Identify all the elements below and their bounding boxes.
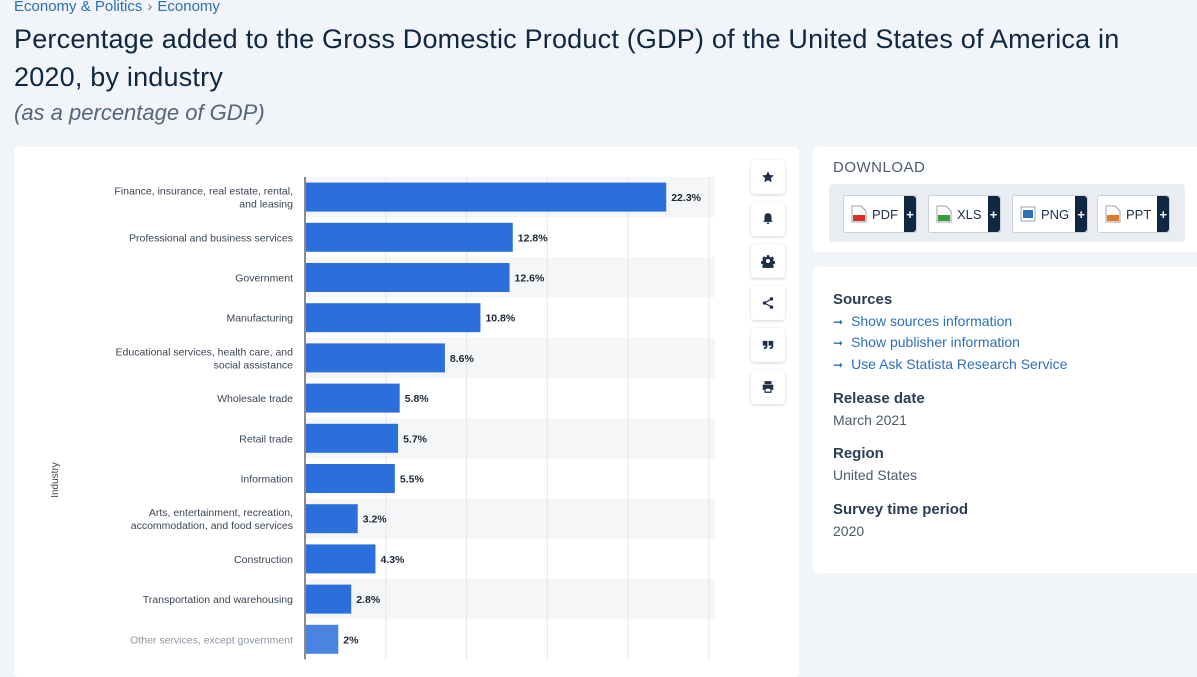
category-label: Finance, insurance, real estate, rental,	[114, 186, 293, 198]
download-ppt-button[interactable]: PPT +	[1097, 195, 1171, 233]
chart-toolbar	[751, 160, 785, 412]
show-publisher-link-label: Show publisher information	[851, 334, 1020, 350]
bar	[306, 423, 399, 453]
xls-file-icon	[936, 205, 952, 223]
bar	[306, 624, 339, 654]
category-label: Other services, except government	[130, 634, 293, 646]
bar-value-label: 2.8%	[356, 594, 381, 606]
bar	[306, 544, 376, 574]
breadcrumb-item-economy[interactable]: Economy	[157, 0, 220, 15]
category-label: Retail trade	[239, 433, 293, 445]
bar-value-label: 12.6%	[515, 273, 545, 285]
plus-icon: +	[904, 196, 916, 232]
bar-value-label: 4.3%	[380, 554, 405, 566]
ppt-file-icon	[1105, 205, 1121, 223]
download-heading: DOWNLOAD	[833, 159, 926, 176]
category-label: Educational services, health care, and	[116, 346, 294, 358]
bar	[306, 343, 445, 373]
category-label: Wholesale trade	[217, 393, 293, 405]
bar	[306, 263, 510, 292]
bar-chart: Industry 22.3% Finance, insurance, real es…	[50, 177, 715, 660]
row-band	[305, 579, 715, 620]
plus-icon: +	[1157, 196, 1170, 232]
release-date-value: March 2021	[833, 412, 907, 428]
region-value: United States	[833, 467, 918, 483]
category-label: Arts, entertainment, recreation,	[149, 507, 293, 519]
page-title: Percentage added to the Gross Domestic P…	[14, 24, 1120, 92]
bar-value-label: 10.8%	[485, 313, 515, 325]
category-label: Government	[235, 273, 293, 285]
bar-value-label: 5.8%	[405, 393, 430, 405]
breadcrumb-item-economy-politics[interactable]: Economy & Politics	[14, 0, 143, 15]
show-sources-link-label: Show sources information	[851, 313, 1013, 329]
breadcrumb-separator: ›	[147, 0, 153, 15]
category-label: Manufacturing	[226, 313, 293, 325]
ask-statista-link-label: Use Ask Statista Research Service	[851, 356, 1068, 372]
bar	[306, 584, 352, 614]
download-card: DOWNLOAD PDF + XLS + PNG + PPT +	[813, 147, 1197, 252]
row-band	[305, 498, 715, 539]
bar-value-label: 22.3%	[671, 192, 701, 204]
breadcrumb: Economy & Politics › Economy	[14, 0, 220, 15]
gear-icon[interactable]	[751, 244, 785, 278]
download-png-label: PNG	[1041, 206, 1070, 222]
bar	[306, 464, 395, 493]
bar	[306, 182, 667, 212]
bar	[306, 303, 481, 333]
chart-card: Industry 22.3% Finance, insurance, real es…	[14, 147, 799, 677]
pdf-file-icon	[851, 205, 867, 223]
release-date-heading: Release date	[833, 390, 925, 407]
page-subtitle: (as a percentage of GDP)	[14, 100, 265, 125]
category-label: social assistance	[214, 359, 294, 371]
bar	[306, 504, 358, 534]
bar	[306, 222, 513, 252]
category-label: and leasing	[239, 199, 293, 211]
survey-period-value: 2020	[833, 523, 865, 539]
bar-value-label: 5.7%	[403, 433, 428, 445]
download-pdf-label: PDF	[872, 206, 898, 222]
share-icon[interactable]	[751, 286, 785, 320]
arrow-right-icon: ➞	[833, 336, 844, 350]
download-xls-button[interactable]: XLS +	[928, 195, 1001, 233]
ask-statista-link[interactable]: ➞ Use Ask Statista Research Service	[833, 356, 1067, 372]
print-icon[interactable]	[751, 370, 785, 404]
category-label: Construction	[234, 554, 293, 566]
download-ppt-label: PPT	[1126, 206, 1152, 222]
category-label: accommodation, and food services	[131, 520, 293, 532]
download-xls-label: XLS	[957, 206, 982, 222]
category-label: Professional and business services	[129, 232, 293, 244]
bar-value-label: 8.6%	[450, 353, 475, 365]
show-sources-link[interactable]: ➞ Show sources information	[833, 313, 1012, 329]
info-card: Sources ➞ Show sources information ➞ Show …	[813, 267, 1197, 573]
region-heading: Region	[833, 445, 884, 462]
bell-icon[interactable]	[751, 202, 785, 236]
y-axis-title: Industry	[50, 462, 61, 498]
bar-value-label: 12.8%	[518, 232, 548, 244]
plus-icon: +	[1075, 196, 1088, 232]
bar-value-label: 2%	[343, 634, 359, 646]
download-bar: PDF + XLS + PNG + PPT +	[829, 184, 1185, 242]
bar	[306, 383, 400, 413]
download-png-button[interactable]: PNG +	[1012, 195, 1089, 233]
download-pdf-button[interactable]: PDF +	[843, 195, 917, 233]
category-label: Transportation and warehousing	[143, 594, 293, 606]
sources-heading: Sources	[833, 291, 893, 308]
category-label: Information	[240, 474, 293, 486]
survey-period-heading: Survey time period	[833, 501, 969, 518]
plus-icon: +	[987, 196, 1000, 232]
arrow-right-icon: ➞	[833, 358, 844, 372]
bar-value-label: 3.2%	[363, 514, 388, 526]
arrow-right-icon: ➞	[833, 315, 844, 329]
star-icon[interactable]	[751, 160, 785, 194]
png-file-icon	[1020, 205, 1036, 223]
quote-icon[interactable]	[751, 328, 785, 362]
bar-value-label: 5.5%	[400, 474, 425, 486]
show-publisher-link[interactable]: ➞ Show publisher information	[833, 334, 1020, 350]
